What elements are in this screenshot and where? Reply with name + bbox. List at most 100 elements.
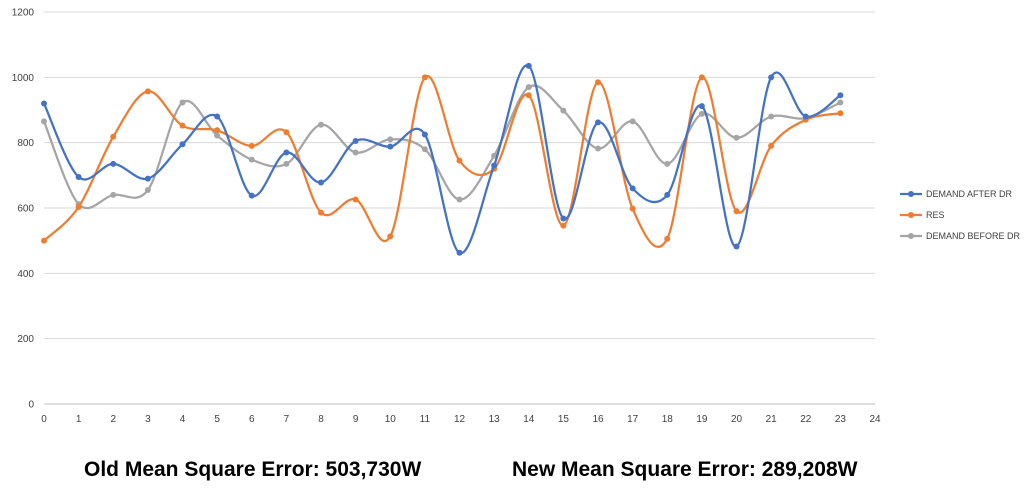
data-point: [110, 133, 117, 140]
y-tick-label: 200: [17, 334, 34, 345]
legend-marker: [908, 233, 914, 239]
chart-gridlines: [44, 11, 875, 405]
legend-item: DEMAND AFTER DR: [900, 189, 1013, 199]
x-tick-label: 9: [353, 414, 359, 425]
legend-item: DEMAND BEFORE DR: [900, 231, 1021, 241]
data-point: [179, 122, 186, 129]
data-point: [560, 222, 567, 229]
data-point: [179, 99, 186, 106]
data-point: [837, 99, 844, 106]
data-point: [698, 103, 705, 110]
data-point: [560, 107, 567, 114]
data-point: [75, 204, 82, 211]
x-tick-label: 15: [558, 414, 570, 425]
chart-legend: DEMAND AFTER DR RES DEMAND BEFORE DR: [900, 189, 1021, 241]
x-tick-label: 22: [800, 414, 812, 425]
data-point: [560, 215, 567, 222]
data-point: [698, 110, 705, 117]
x-tick-label: 3: [145, 414, 151, 425]
series-res: [41, 74, 844, 248]
x-tick-label: 18: [662, 414, 674, 425]
x-tick-label: 10: [385, 414, 397, 425]
data-point: [75, 173, 82, 180]
data-point: [595, 119, 601, 126]
data-point: [214, 127, 221, 134]
data-point: [629, 185, 636, 192]
data-point: [525, 92, 532, 99]
old-mean-square-error-label: Old Mean Square Error: 503,730W: [84, 458, 422, 481]
y-axis-tick-labels: 0 200 400 600 800 1000 1200: [12, 8, 35, 411]
data-point: [664, 160, 671, 167]
data-point: [733, 208, 740, 215]
data-point: [837, 110, 844, 117]
data-point: [110, 191, 117, 198]
data-point: [41, 100, 47, 107]
data-point: [629, 118, 636, 125]
legend-label: RES: [926, 210, 945, 220]
x-tick-label: 21: [766, 414, 778, 425]
data-point: [214, 132, 221, 139]
data-point: [768, 142, 775, 149]
data-point: [456, 157, 463, 164]
data-point: [733, 134, 740, 141]
data-point: [525, 84, 532, 91]
data-point: [387, 233, 394, 240]
x-tick-label: 1: [76, 414, 82, 425]
series-line: [42, 64, 842, 254]
data-point: [837, 92, 844, 99]
data-point: [595, 145, 601, 152]
x-tick-label: 0: [41, 414, 47, 425]
x-axis-tick-labels: 0 1 2 3 4 5 6 7 8 9 10 11 12 13 14 15 16 17 18 19 20 21 22 23 24: [41, 414, 881, 425]
x-tick-label: 11: [420, 414, 431, 425]
x-tick-label: 8: [318, 414, 324, 425]
data-point: [491, 162, 498, 169]
y-tick-label: 600: [17, 204, 34, 215]
x-tick-label: 23: [835, 414, 847, 425]
data-point: [283, 149, 290, 156]
data-point: [352, 138, 359, 145]
data-point: [352, 149, 359, 156]
series-demand-after-dr: [41, 62, 844, 256]
data-point: [664, 235, 671, 242]
x-tick-label: 24: [869, 414, 881, 425]
new-mean-square-error-label: New Mean Square Error: 289,208W: [512, 458, 858, 481]
data-point: [387, 143, 394, 150]
data-point: [283, 129, 290, 136]
data-point: [733, 243, 740, 250]
legend-label: DEMAND AFTER DR: [926, 189, 1013, 199]
data-point: [802, 113, 809, 120]
y-tick-label: 1000: [12, 73, 35, 84]
data-point: [144, 88, 151, 95]
y-tick-label: 400: [17, 269, 34, 280]
data-point: [283, 160, 290, 167]
x-tick-label: 7: [284, 414, 290, 425]
x-tick-label: 4: [180, 414, 186, 425]
legend-marker: [908, 191, 914, 197]
data-point: [491, 152, 498, 159]
data-point: [664, 191, 671, 198]
x-tick-label: 12: [454, 414, 466, 425]
data-point: [318, 121, 324, 128]
y-tick-label: 1200: [12, 8, 35, 19]
data-point: [41, 237, 47, 244]
data-point: [525, 62, 532, 69]
data-point: [144, 187, 151, 194]
x-tick-label: 20: [731, 414, 743, 425]
data-point: [595, 79, 601, 86]
x-tick-label: 13: [489, 414, 501, 425]
series-line: [43, 74, 841, 248]
data-point: [421, 131, 428, 138]
data-point: [41, 118, 47, 125]
data-point: [698, 74, 705, 81]
data-point: [421, 146, 428, 153]
x-tick-label: 14: [523, 414, 535, 425]
data-point: [352, 196, 359, 203]
x-tick-label: 19: [696, 414, 708, 425]
data-point: [456, 249, 463, 256]
data-point: [214, 113, 221, 120]
data-point: [110, 160, 117, 167]
data-point: [387, 136, 394, 143]
y-tick-label: 0: [28, 400, 34, 411]
chart-series: [41, 62, 844, 256]
